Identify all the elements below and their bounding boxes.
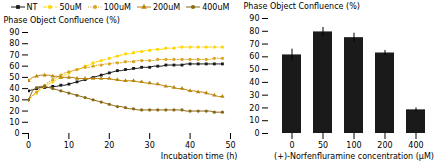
- svg-text:10: 10: [64, 141, 74, 150]
- svg-text:80: 80: [9, 39, 19, 48]
- svg-text:Phase Object Confluence (%): Phase Object Confluence (%): [244, 2, 360, 11]
- svg-text:200: 200: [377, 141, 392, 150]
- svg-text:100: 100: [346, 141, 361, 150]
- html-text:100uM: 100uM: [103, 2, 131, 12]
- svg-text:40: 40: [9, 84, 19, 93]
- html-text:50uM: 50uM: [59, 2, 82, 12]
- svg-text:0: 0: [14, 129, 19, 138]
- svg-text:0: 0: [289, 141, 294, 150]
- svg-text:400: 400: [408, 141, 423, 150]
- svg-text:30: 30: [249, 91, 259, 100]
- svg-text:40: 40: [185, 141, 195, 150]
- svg-text:(+)-Norfenfluramine concentrat: (+)-Norfenfluramine concentration (μM): [274, 152, 434, 161]
- svg-text:20: 20: [104, 141, 114, 150]
- svg-text:90: 90: [9, 28, 19, 37]
- html-text:NT: NT: [26, 2, 38, 12]
- svg-text:60: 60: [9, 62, 19, 71]
- svg-text:Incubation time (h): Incubation time (h): [161, 152, 238, 161]
- svg-text:Phase Object Confluence (%): Phase Object Confluence (%): [4, 16, 120, 25]
- svg-text:90: 90: [249, 14, 259, 23]
- svg-text:80: 80: [249, 27, 259, 36]
- svg-text:50: 50: [318, 141, 328, 150]
- svg-text:0: 0: [26, 141, 31, 150]
- svg-text:50: 50: [225, 141, 235, 150]
- svg-text:30: 30: [9, 95, 19, 104]
- svg-text:10: 10: [249, 116, 259, 125]
- svg-text:10: 10: [9, 118, 19, 127]
- svg-text:70: 70: [249, 40, 259, 49]
- svg-text:50: 50: [9, 73, 19, 82]
- svg-text:30: 30: [145, 141, 155, 150]
- svg-text:60: 60: [249, 52, 259, 61]
- svg-text:20: 20: [9, 107, 19, 116]
- html-text:200uM: 200uM: [152, 2, 181, 12]
- svg-text:40: 40: [249, 78, 259, 87]
- svg-text:20: 20: [249, 104, 259, 113]
- svg-text:50: 50: [249, 65, 259, 74]
- svg-text:70: 70: [9, 51, 19, 60]
- html-text:400uM: 400uM: [202, 2, 230, 12]
- svg-text:0: 0: [254, 129, 259, 138]
